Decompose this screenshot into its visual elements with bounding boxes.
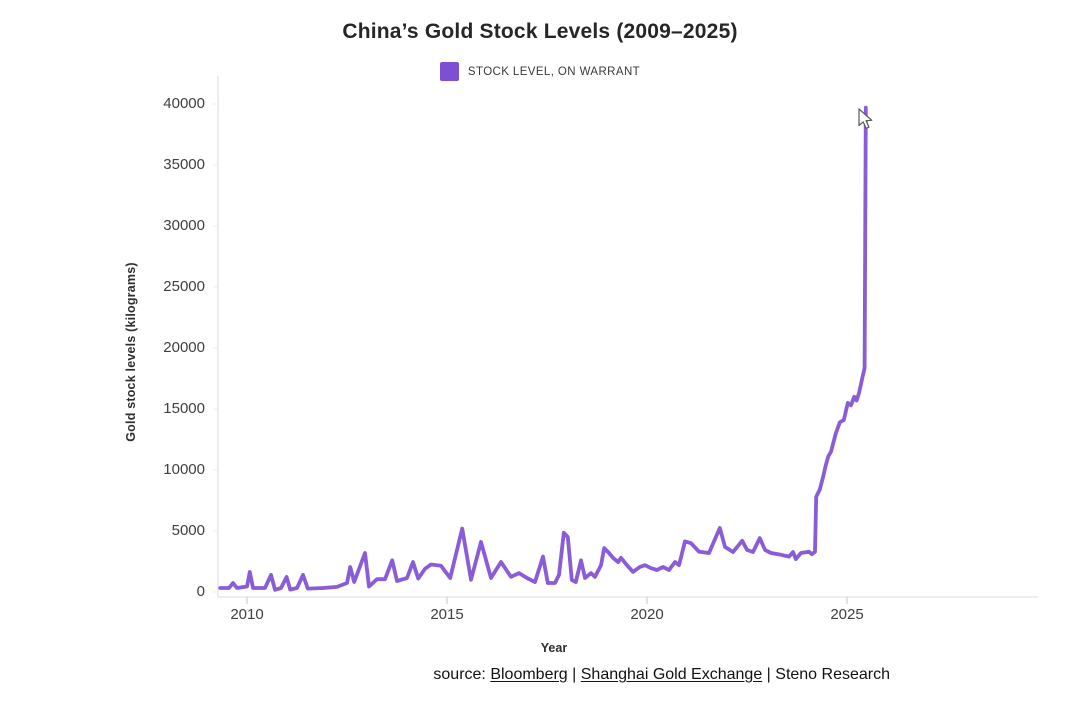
source-prefix: source: (433, 666, 491, 683)
legend-label: STOCK LEVEL, ON WARRANT (467, 65, 641, 78)
legend: STOCK LEVEL, ON WARRANT (0, 62, 1080, 81)
series-line-stock-level[interactable] (218, 105, 868, 592)
source-separator: | (762, 666, 776, 683)
y-tick-label: 15000 (163, 400, 205, 417)
y-tick-label: 35000 (163, 156, 205, 173)
chart-title: China’s Gold Stock Levels (2009–2025) (342, 20, 738, 43)
y-tick-label: 5000 (171, 522, 205, 539)
legend-swatch (439, 62, 459, 81)
mouse-cursor-icon (858, 108, 873, 129)
source-link-shanghai-gold-exchange[interactable]: Shanghai Gold Exchange (580, 666, 763, 683)
x-tick-label: 2025 (830, 606, 864, 623)
y-tick-label: 40000 (163, 95, 205, 112)
x-tick-label: 2020 (630, 606, 664, 623)
x-axis-title: Year (540, 641, 568, 655)
source-link-bloomberg[interactable]: Bloomberg (490, 666, 568, 683)
y-tick-label: 20000 (163, 339, 205, 356)
x-tick-label: 2010 (230, 606, 264, 623)
y-tick-label: 25000 (163, 278, 205, 295)
x-tick-label: 2015 (430, 606, 464, 623)
source-suffix: Steno Research (775, 666, 890, 683)
source-separator: | (567, 666, 581, 683)
source-line: source: Bloomberg | Shanghai Gold Exchan… (433, 666, 890, 684)
y-tick-label: 0 (196, 583, 205, 600)
y-tick-label: 30000 (163, 217, 205, 234)
y-tick-label: 10000 (163, 461, 205, 478)
